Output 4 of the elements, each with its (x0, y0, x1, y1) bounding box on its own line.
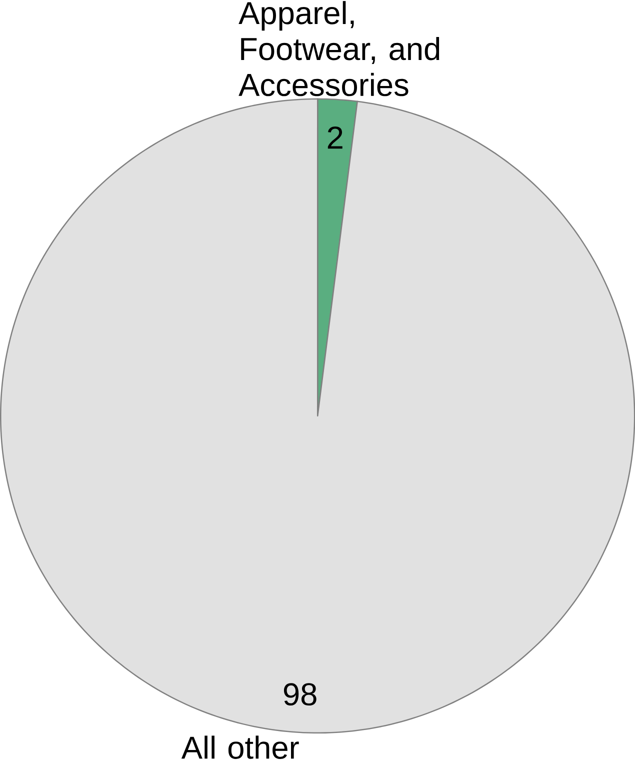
data-label: 2 (328, 126, 342, 149)
slice-label: All other (181, 736, 299, 759)
data-label: 98 (284, 683, 316, 706)
slice-label: Apparel, Footwear, and Accessories (238, 1, 440, 96)
